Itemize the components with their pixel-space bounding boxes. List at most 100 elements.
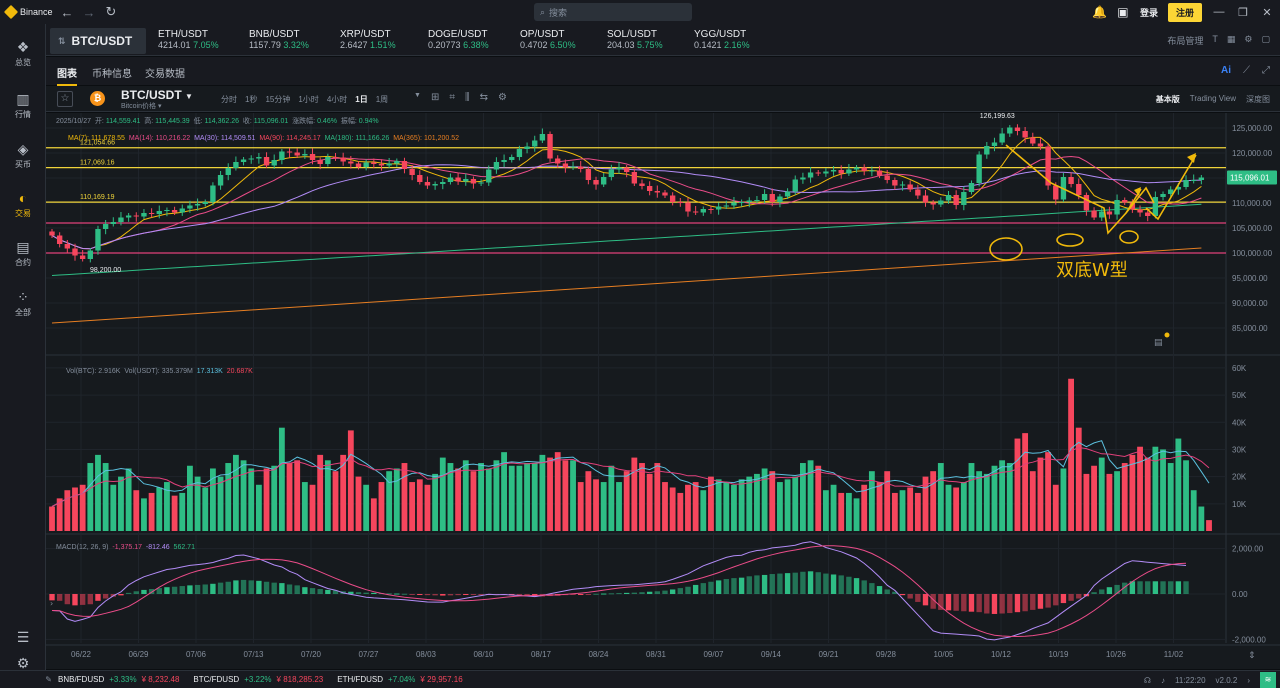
screenshot-icon[interactable]: ▣ bbox=[1117, 5, 1129, 19]
macd-histogram-bar bbox=[432, 594, 438, 596]
macd-histogram-bar bbox=[1068, 594, 1074, 601]
interval-option-active[interactable]: 1日 bbox=[355, 95, 368, 104]
sidebar-item-futures[interactable]: ▤ 合约 bbox=[0, 240, 46, 268]
candle-body bbox=[1175, 187, 1182, 190]
macd-histogram-bar bbox=[884, 589, 890, 594]
search-input[interactable]: ⌕ 搜索 bbox=[534, 3, 692, 21]
compare-icon[interactable]: ⇆ bbox=[479, 92, 488, 103]
support-icon[interactable]: ☊ bbox=[1143, 675, 1151, 685]
close-icon[interactable]: ✕ bbox=[1262, 6, 1272, 19]
volume-bar bbox=[631, 457, 638, 531]
interval-option[interactable]: 1周 bbox=[375, 95, 389, 104]
chart-settings-gear-icon[interactable]: ⚙ bbox=[497, 92, 507, 103]
candle-body bbox=[1152, 197, 1159, 216]
text-tool-icon[interactable]: T bbox=[1212, 34, 1218, 44]
candle-body bbox=[1014, 127, 1021, 131]
layout-icon[interactable]: ▦ bbox=[1226, 34, 1236, 44]
indicators-icon[interactable]: ⊞ bbox=[430, 92, 440, 103]
candle-body bbox=[325, 157, 331, 164]
ma90-value: MA(90): 114,245.17 bbox=[259, 135, 321, 142]
restore-icon[interactable]: ❐ bbox=[1238, 6, 1248, 19]
sidebar-item-buy-crypto[interactable]: ◈ 买币 bbox=[0, 142, 46, 170]
tab-chart[interactable]: 图表 bbox=[57, 65, 77, 86]
candle-body bbox=[1091, 210, 1097, 218]
ticker-bnb[interactable]: BNB/USDT 1157.79 3.32% bbox=[249, 29, 309, 51]
back-arrow-icon[interactable]: ← bbox=[60, 4, 74, 20]
symbol-selector[interactable]: BTC/USDT ▼ bbox=[121, 88, 193, 102]
ticker-eth[interactable]: ETH/USDT 4214.01 7.05% bbox=[158, 29, 219, 51]
draw-tool-icon[interactable]: ⟋ bbox=[1243, 65, 1250, 76]
ticker-xrp[interactable]: XRP/USDT 2.6427 1.51% bbox=[340, 29, 396, 51]
view-basic[interactable]: 基本版 bbox=[1155, 95, 1180, 104]
volume-bar bbox=[1037, 457, 1044, 531]
interval-option[interactable]: 1秒 bbox=[245, 95, 258, 104]
sidebar-item-markets[interactable]: ▥ 行情 bbox=[0, 92, 46, 120]
volume-bar bbox=[1075, 427, 1082, 531]
favorite-star-icon[interactable]: ☆ bbox=[57, 91, 73, 107]
chart-canvas[interactable]: 125,000.00120,000.00115,000.00110,000.00… bbox=[46, 113, 1280, 669]
tab-trade-data[interactable]: 交易数据 bbox=[145, 69, 185, 80]
macd-histogram-bar bbox=[876, 586, 883, 594]
status-bnb[interactable]: BNB/FDUSD +3.33% ¥ 8,232.48 bbox=[58, 675, 179, 684]
volume-bar bbox=[639, 463, 645, 531]
sound-icon[interactable]: ♪ bbox=[1160, 675, 1165, 685]
ticker-op[interactable]: OP/USDT 0.4702 6.50% bbox=[520, 29, 576, 51]
active-pair-tab[interactable]: ⇅ BTC/USDT bbox=[50, 28, 146, 54]
macd-histogram-bar bbox=[1037, 594, 1044, 609]
expand-status-icon[interactable]: › bbox=[1247, 675, 1250, 685]
time-tick-label: 09/21 bbox=[818, 650, 839, 659]
register-button[interactable]: 注册 bbox=[1167, 2, 1202, 22]
interval-option[interactable]: 4小时 bbox=[326, 95, 348, 104]
minimize-icon[interactable]: — bbox=[1213, 6, 1225, 18]
volume-bar bbox=[1060, 468, 1067, 531]
macd-histogram-bar bbox=[746, 576, 752, 594]
refresh-icon[interactable]: ↻ bbox=[105, 4, 117, 19]
interval-option[interactable]: 1小时 bbox=[298, 95, 319, 104]
chart-area[interactable]: 125,000.00120,000.00115,000.00110,000.00… bbox=[46, 113, 1280, 669]
notification-bell-icon[interactable]: 🔔 bbox=[1091, 5, 1107, 19]
interval-option[interactable]: 分时 bbox=[221, 95, 237, 104]
forward-arrow-icon[interactable]: → bbox=[82, 4, 96, 20]
volume-bar bbox=[1121, 463, 1128, 531]
candle-body bbox=[899, 184, 906, 186]
layout-manage-button[interactable]: 布局管理 bbox=[1167, 36, 1204, 46]
candle-body bbox=[1160, 194, 1166, 197]
login-button[interactable]: 登录 bbox=[1139, 7, 1158, 18]
sidebar-item-all[interactable]: ⁘ 全部 bbox=[0, 290, 46, 318]
view-tradingview[interactable]: Trading View bbox=[1189, 94, 1236, 103]
more-intervals-icon[interactable]: ▼ bbox=[414, 92, 421, 99]
macd-histogram-bar bbox=[1122, 582, 1128, 594]
chart-type-icon[interactable]: ⌗ bbox=[449, 92, 455, 103]
ticker-doge[interactable]: DOGE/USDT 0.20773 6.38% bbox=[428, 29, 489, 51]
macd-histogram-bar bbox=[409, 594, 415, 595]
candle-style-icon[interactable]: ⫼ bbox=[464, 92, 470, 103]
volume-bar bbox=[922, 476, 929, 531]
settings-button[interactable]: ⚙ bbox=[0, 656, 46, 673]
status-btc[interactable]: BTC/FDUSD +3.22% ¥ 818,285.23 bbox=[193, 675, 323, 684]
macd-histogram-bar bbox=[202, 584, 208, 594]
sidebar-item-trade[interactable]: ◐ 交易 bbox=[0, 191, 46, 219]
ticker-sol[interactable]: SOL/USDT 204.03 5.75% bbox=[607, 29, 663, 51]
chart-settings-icon[interactable]: ⚙ bbox=[1244, 34, 1253, 44]
time-tick-label: 10/19 bbox=[1048, 650, 1069, 659]
expand-icon[interactable]: ⤢ bbox=[1262, 65, 1270, 76]
macd-histogram-bar bbox=[892, 591, 898, 594]
view-depth[interactable]: 深度图 bbox=[1246, 95, 1270, 104]
macd-histogram-bar bbox=[102, 594, 109, 599]
interval-option[interactable]: 15分钟 bbox=[265, 95, 291, 104]
tab-coin-info[interactable]: 币种信息 bbox=[92, 69, 132, 80]
volume-bar bbox=[838, 492, 845, 531]
volume-bar bbox=[202, 487, 209, 531]
volume-bar bbox=[347, 430, 354, 531]
volume-bar bbox=[95, 454, 101, 531]
macd-histogram-bar bbox=[646, 591, 653, 594]
candle-body bbox=[861, 167, 867, 171]
ticker-ygg[interactable]: YGG/USDT 0.1421 2.16% bbox=[694, 29, 750, 51]
volume-tick-label: 40K bbox=[1232, 418, 1247, 427]
status-eth[interactable]: ETH/FDUSD +7.04% ¥ 29,957.16 bbox=[337, 675, 462, 684]
window-toggle-icon[interactable]: ▢ bbox=[1261, 34, 1270, 44]
ai-icon[interactable]: Ai bbox=[1221, 65, 1231, 76]
edit-icon[interactable]: ✎ bbox=[45, 675, 52, 684]
collapse-sidebar-button[interactable]: ☰ bbox=[0, 630, 46, 647]
sidebar-item-overview[interactable]: ❖ 总览 bbox=[0, 40, 46, 68]
